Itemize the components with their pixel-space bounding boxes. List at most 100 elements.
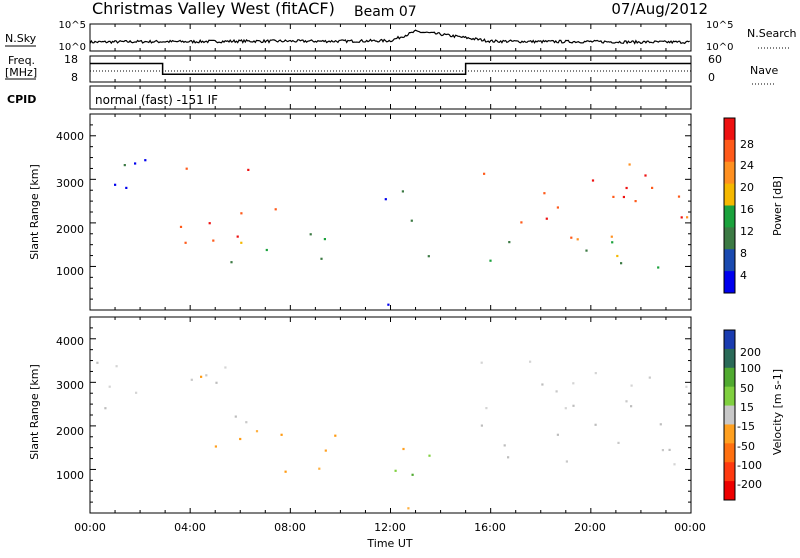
- velocity-cb-tick-100: 100: [740, 362, 761, 375]
- power-cb-tick-24: 24: [740, 159, 754, 172]
- heatmap-cell: [685, 385, 688, 388]
- heatmap-cell: [115, 365, 118, 368]
- heatmap-cell: [657, 266, 660, 269]
- velocity-heatmap: [96, 360, 688, 510]
- heatmap-cell: [594, 372, 597, 375]
- heatmap-cell: [240, 241, 243, 244]
- power-cb-label: Power [dB]: [771, 176, 784, 236]
- velocity-cb-tick-minus200: -200: [737, 478, 762, 491]
- heatmap-cell: [572, 382, 575, 385]
- heatmap-cell: [661, 449, 664, 452]
- colorbar-swatch: [724, 330, 735, 350]
- heatmap-cell: [503, 444, 506, 447]
- power-ytick-label-2000: 2000: [56, 223, 84, 236]
- heatmap-cell: [96, 361, 99, 364]
- nsky-label: N.Sky: [5, 32, 37, 45]
- colorbar-swatch: [724, 443, 735, 463]
- heatmap-cell: [135, 391, 138, 394]
- heatmap-cell: [239, 437, 242, 441]
- colorbar-swatch: [724, 424, 735, 444]
- heatmap-cell: [234, 415, 237, 418]
- heatmap-cell: [616, 254, 619, 258]
- heatmap-cell: [212, 239, 215, 242]
- heatmap-cell: [125, 186, 128, 189]
- xtick-label-0000: 00:00: [74, 521, 106, 534]
- heatmap-cell: [565, 460, 568, 463]
- beam-label: Beam 07: [354, 4, 417, 20]
- xtick-label-0400: 04:00: [174, 521, 206, 534]
- heatmap-cell: [255, 430, 259, 433]
- velocity-y-ticks: 4000 3000 2000 1000: [56, 335, 84, 482]
- colorbar-swatch: [724, 205, 735, 228]
- freq-series-line: [90, 62, 691, 76]
- heatmap-cell: [134, 162, 137, 165]
- heatmap-cell: [323, 238, 326, 241]
- colorbar-swatch: [724, 348, 735, 369]
- power-colorbar: 28 24 20 16 12 8 4 Power [dB]: [723, 117, 784, 294]
- heatmap-cell: [622, 195, 625, 199]
- nsky-series-line: [89, 29, 690, 45]
- cpid-text: normal (fast) -151 IF: [95, 93, 218, 107]
- nave-tick-top: 60: [708, 53, 722, 66]
- xtick-label-1200: 12:00: [374, 521, 406, 534]
- heatmap-cell: [556, 206, 559, 209]
- colorbar-swatch: [724, 183, 735, 206]
- colorbar-swatch: [724, 386, 735, 407]
- nsky-tick-bottom: 10^0: [59, 42, 86, 53]
- freq-panel: Freq. [MHz] 18 8 60 0 Nave: [5, 53, 778, 85]
- heatmap-cell: [680, 216, 683, 219]
- velocity-ytick-label-1000: 1000: [56, 469, 84, 482]
- power-ytick-label-4000: 4000: [56, 130, 84, 143]
- freq-tick-bottom: 8: [71, 71, 78, 84]
- velocity-ytick-label-3000: 3000: [56, 379, 84, 392]
- xtick-label-2000: 20:00: [574, 521, 606, 534]
- colorbar-swatch: [724, 161, 735, 185]
- nave-tick-bottom: 0: [708, 71, 715, 84]
- heatmap-cell: [648, 376, 651, 379]
- heatmap-cell: [401, 190, 404, 193]
- nsearch-label: N.Search: [747, 27, 797, 40]
- xtick-label-2400: 00:00: [674, 521, 706, 534]
- heatmap-cell: [114, 183, 117, 186]
- x-axis-label: Time UT: [366, 537, 412, 550]
- x-axis: 00:00 04:00 08:00 12:00 16:00 20:00 00:0…: [74, 521, 706, 550]
- heatmap-cell: [625, 186, 628, 190]
- nsearch-tick-top: 10^5: [706, 20, 733, 31]
- heatmap-cell: [144, 159, 147, 162]
- heatmap-cell: [247, 168, 250, 171]
- cpid-label: CPID: [7, 93, 36, 106]
- heatmap-cell: [265, 248, 268, 252]
- power-ylabel: Slant Range [km]: [28, 164, 41, 260]
- nsky-panel: N.Sky 10^5 10^0 10^5 10^0 N.Search: [5, 20, 797, 53]
- nave-label: Nave: [750, 64, 778, 77]
- heatmap-cell: [280, 433, 283, 436]
- colorbar-swatch: [724, 227, 735, 250]
- heatmap-cell: [428, 454, 431, 457]
- heatmap-cell: [572, 404, 575, 407]
- heatmap-cell: [541, 383, 544, 386]
- heatmap-cell: [179, 225, 183, 228]
- heatmap-cell: [585, 249, 588, 252]
- heatmap-cell: [677, 195, 681, 198]
- heatmap-cell: [284, 470, 287, 473]
- heatmap-cell: [617, 441, 620, 444]
- xtick-label-0800: 08:00: [274, 521, 306, 534]
- heatmap-cell: [612, 195, 615, 198]
- heatmap-cell: [673, 463, 676, 466]
- heatmap-cell: [108, 385, 111, 388]
- heatmap-cell: [123, 164, 126, 167]
- velocity-colorbar: 200 100 50 15 -15 -50 -100 -200 Velocity…: [723, 329, 784, 501]
- heatmap-cell: [387, 303, 390, 306]
- heatmap-cell: [411, 473, 414, 476]
- heatmap-cell: [556, 433, 559, 436]
- power-panel: 4000 3000 2000 1000 Slant Range [km]: [28, 113, 692, 311]
- heatmap-cell: [427, 255, 430, 258]
- heatmap-cell: [185, 167, 188, 170]
- heatmap-cell: [620, 262, 623, 265]
- velocity-cb-tick-minus50: -50: [737, 440, 755, 453]
- heatmap-cell: [555, 390, 558, 393]
- heatmap-cell: [591, 179, 595, 182]
- velocity-ytick-label-2000: 2000: [56, 425, 84, 438]
- power-cb-tick-8: 8: [740, 247, 747, 260]
